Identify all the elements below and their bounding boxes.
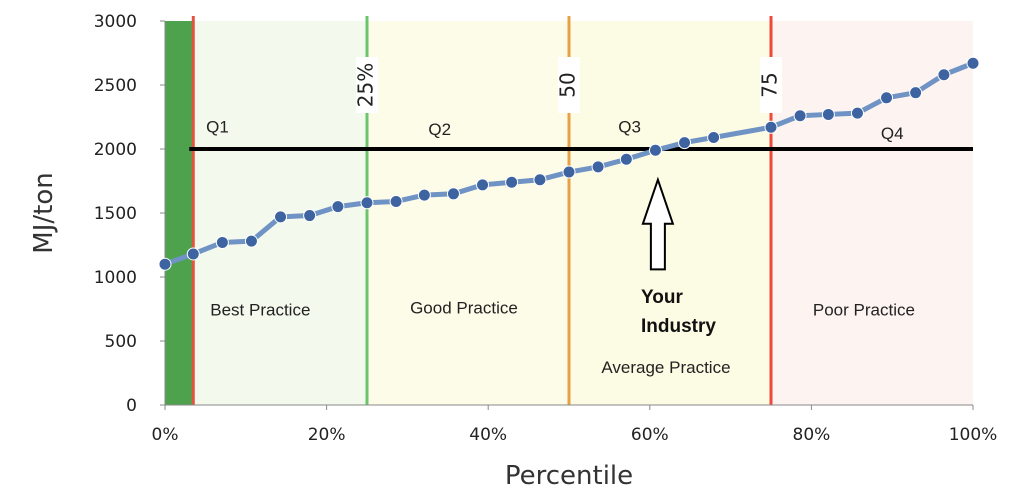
data-point: [505, 175, 519, 189]
callout-text-line: Industry: [641, 316, 716, 337]
tick-labels: 0 500 1000 1500 2000 2500 3000 0% 20% 40% 60% 80% 10…: [94, 12, 998, 445]
data-point: [707, 130, 721, 144]
y-tick-label: 1000: [94, 268, 137, 288]
data-point: [937, 68, 951, 82]
callout-arrow: [641, 176, 675, 271]
y-axis-title: MJ/ton: [29, 172, 59, 253]
data-point: [417, 188, 431, 202]
x-tick-label: 0%: [152, 425, 179, 445]
x-axis-title: Percentile: [505, 461, 633, 491]
series-group: [158, 56, 980, 271]
percentile-line-label: 75: [758, 72, 782, 97]
y-tick-label: 0: [126, 396, 137, 416]
annotation-group: Q1 Q2 Q3 Q4 Best Practice Good Practice Averag…: [206, 117, 915, 377]
y-tick-label: 1500: [94, 204, 137, 224]
y-tick-label: 2500: [94, 76, 137, 96]
data-point: [909, 86, 923, 100]
zone-1: [165, 21, 194, 405]
annotation-label: Q1: [206, 117, 229, 136]
data-point: [966, 56, 980, 70]
percentile-line-label: 50: [556, 72, 580, 97]
x-tick-label: 100%: [949, 425, 998, 445]
series-line: [164, 60, 974, 267]
zone-5: [771, 21, 973, 405]
y-tick-label: 2000: [94, 140, 137, 160]
x-tick-label: 60%: [631, 425, 669, 445]
data-point: [850, 106, 864, 120]
annotation-label: Best Practice: [210, 300, 310, 319]
data-point: [619, 152, 633, 166]
y-tick-label: 500: [105, 332, 137, 352]
percentile-label-backing: [558, 57, 580, 113]
data-point: [533, 173, 547, 187]
data-point: [764, 120, 778, 134]
data-point: [331, 200, 345, 214]
annotation-label: Good Practice: [410, 298, 518, 317]
data-point: [274, 210, 288, 224]
data-point: [389, 194, 403, 208]
data-point: [591, 160, 605, 174]
data-point: [648, 143, 662, 157]
data-point: [880, 91, 894, 105]
x-tick-label: 40%: [469, 425, 507, 445]
callout-text-line: Your: [641, 287, 683, 308]
annotation-label: Poor Practice: [813, 300, 915, 319]
annotation-label: Q4: [881, 124, 904, 143]
callout-group: Your Industry: [641, 176, 716, 337]
data-point: [562, 165, 576, 179]
x-tick-label: 20%: [308, 425, 346, 445]
annotation-label: Q2: [428, 120, 451, 139]
percentile-label-backing: [356, 57, 378, 113]
zone-3: [367, 21, 569, 405]
annotation-label: Average Practice: [601, 358, 730, 377]
annotation-label: Q3: [618, 117, 641, 136]
percentile-label-backing: [760, 57, 782, 113]
data-point: [360, 196, 374, 210]
data-point: [793, 109, 807, 123]
data-point: [186, 247, 200, 261]
percentile-line-label: 25%: [354, 63, 378, 107]
data-point: [215, 235, 229, 249]
data-point: [678, 136, 692, 150]
y-tick-label: 3000: [94, 12, 137, 32]
data-point: [821, 107, 835, 121]
data-point: [446, 187, 460, 201]
data-point: [244, 234, 258, 248]
data-point: [303, 209, 317, 223]
percentile-markers: 25% 50 75: [191, 16, 782, 405]
data-point: [158, 257, 172, 271]
x-tick-label: 80%: [793, 425, 831, 445]
data-point: [476, 178, 490, 192]
